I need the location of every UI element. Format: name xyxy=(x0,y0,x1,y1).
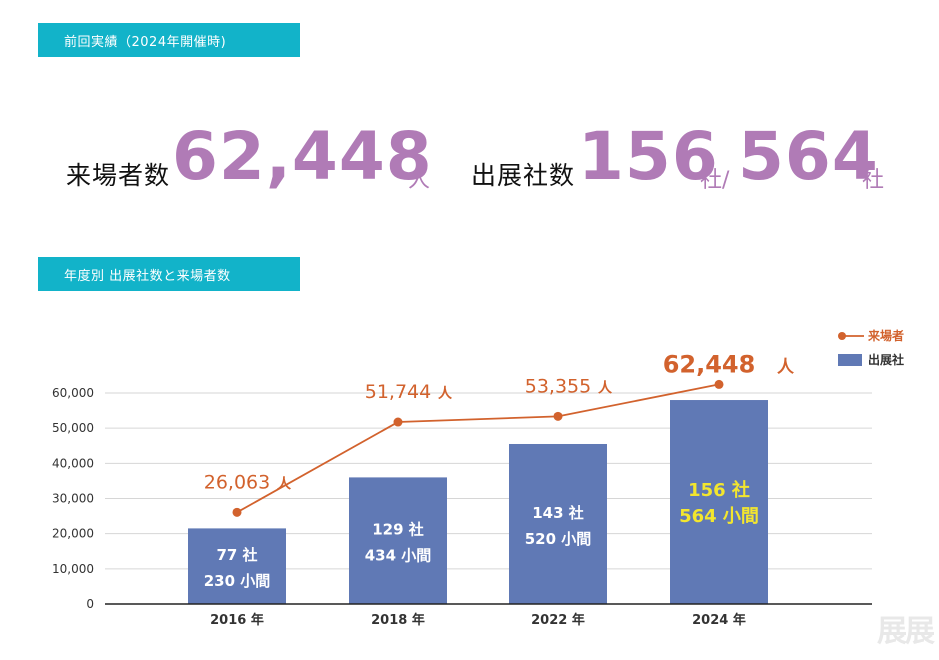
companies-unit: 社/ xyxy=(700,168,730,193)
visitors-label: 来場者数 xyxy=(66,161,171,190)
legend-line-marker xyxy=(838,332,846,340)
visitors-point xyxy=(553,411,563,421)
bar-label-companies: 143 社 xyxy=(532,504,584,522)
visitors-data-unit: 人 xyxy=(438,385,453,402)
legend-label-exhibitors: 出展社 xyxy=(868,352,904,367)
booths-value: 564 xyxy=(738,118,879,195)
visitors-point xyxy=(232,507,242,517)
visitors-data-label: 62,448 xyxy=(663,350,756,378)
watermark-logo: 展展 xyxy=(877,614,935,649)
y-tick-label: 50,000 xyxy=(52,421,94,435)
bar-label-booths: 564 小間 xyxy=(679,506,759,527)
booths-unit: 社 xyxy=(862,168,885,193)
y-tick-label: 30,000 xyxy=(52,492,94,506)
visitors-value: 62,448 xyxy=(172,118,433,195)
bar-exhibitors xyxy=(188,528,286,604)
visitors-data-label: 26,063 xyxy=(204,471,270,493)
section-title-results-text: 前回実績（2024年開催時) xyxy=(64,34,227,50)
bar-exhibitors xyxy=(509,443,607,604)
y-tick-label: 0 xyxy=(86,597,94,611)
x-tick-label: 2018 年 xyxy=(371,612,425,628)
section-title-yearly: 年度別 出展社数と来場者数 xyxy=(38,257,300,291)
legend-label-visitors: 来場者 xyxy=(867,328,904,343)
x-tick-label: 2022 年 xyxy=(531,612,585,628)
visitors-unit: 人 xyxy=(408,168,431,193)
exhibitors-label: 出展社数 xyxy=(471,161,576,190)
y-tick-label: 20,000 xyxy=(52,527,94,541)
bar-label-companies: 129 社 xyxy=(372,521,424,539)
bar-label-companies: 156 社 xyxy=(688,479,750,501)
bar-label-booths: 434 小間 xyxy=(365,547,432,565)
visitors-data-unit: 人 xyxy=(277,475,292,492)
visitors-point xyxy=(393,417,403,427)
visitors-data-label: 53,355 xyxy=(525,375,591,397)
bar-label-companies: 77 社 xyxy=(216,546,257,564)
visitors-data-label: 51,744 xyxy=(365,381,431,403)
companies-value: 156 xyxy=(578,118,719,195)
visitors-data-unit: 人 xyxy=(598,379,613,396)
legend-bar-swatch xyxy=(838,354,862,366)
visitors-point xyxy=(714,379,724,389)
x-tick-label: 2016 年 xyxy=(210,612,264,628)
summary-stats: 来場者数 62,448 人 出展社数 156 社/ 564 社 xyxy=(66,118,926,198)
x-tick-label: 2024 年 xyxy=(692,612,746,628)
y-tick-label: 40,000 xyxy=(52,456,94,470)
visitors-line xyxy=(236,383,720,514)
visitors-data-unit: 人 xyxy=(777,357,795,377)
bar-exhibitors xyxy=(349,477,447,604)
bar-label-booths: 230 小間 xyxy=(204,572,271,590)
bar-exhibitors xyxy=(670,400,768,604)
y-tick-label: 60,000 xyxy=(52,386,94,400)
bar-label-booths: 520 小間 xyxy=(525,530,592,548)
section-title-yearly-text: 年度別 出展社数と来場者数 xyxy=(64,268,231,284)
section-title-results: 前回実績（2024年開催時) xyxy=(38,23,300,57)
y-tick-label: 10,000 xyxy=(52,562,94,576)
